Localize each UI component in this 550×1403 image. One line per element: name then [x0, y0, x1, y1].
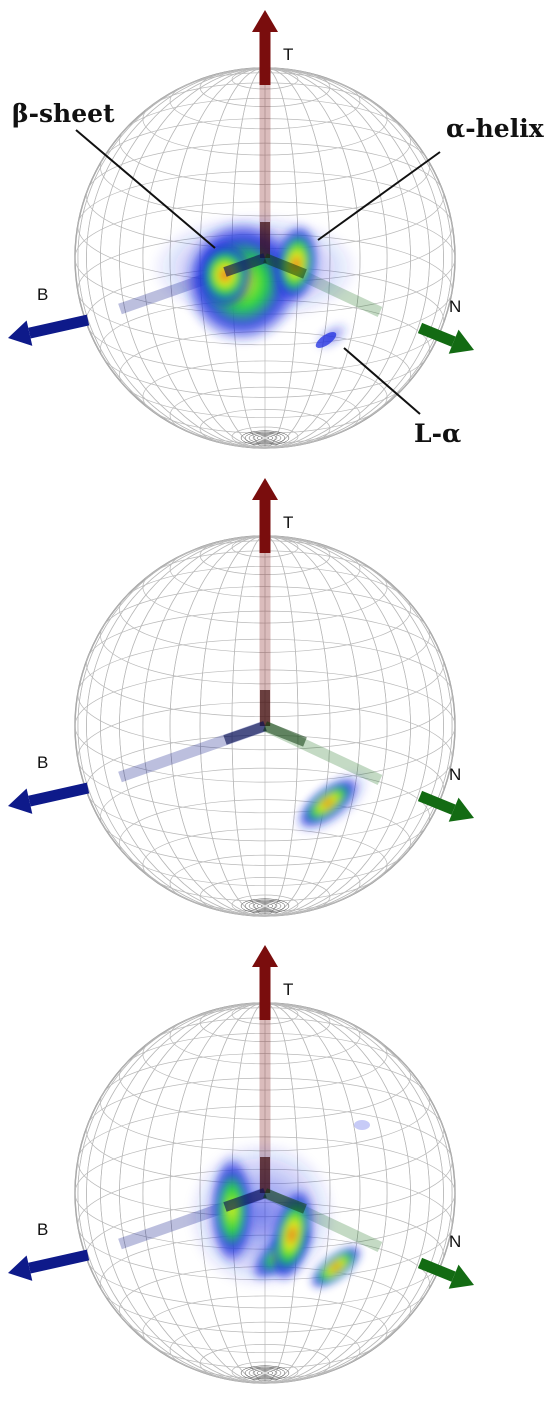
binormal-axis-label: B: [37, 285, 48, 304]
tangent-arrow: [252, 478, 278, 553]
tangent-arrow: [252, 945, 278, 1020]
normal-arrow: [417, 322, 474, 354]
alpha-helix-leader: [317, 151, 441, 241]
binormal-axis-label: B: [37, 1220, 48, 1239]
tangent-axis-label: T: [283, 980, 293, 999]
binormal-arrow: [8, 782, 90, 814]
binormal-arrow: [8, 314, 90, 346]
alpha-helix-label: α-helix: [446, 114, 545, 143]
sphere-panel-3: T B N: [0, 935, 550, 1403]
beta-sheet-density: [210, 1155, 254, 1265]
normal-axis-label: N: [449, 1232, 461, 1251]
faint-density: [354, 1120, 370, 1130]
sphere-panel-2: T B N: [0, 468, 550, 936]
beta-sheet-leader: [75, 129, 216, 249]
binormal-axis-label: B: [37, 753, 48, 772]
beta-sheet-core: [197, 241, 253, 309]
left-alpha-spot: [315, 331, 337, 349]
tangent-axis-label: T: [283, 45, 293, 64]
left-alpha-density: [309, 1244, 363, 1290]
tangent-arrow: [252, 10, 278, 85]
beta-sheet-label: β-sheet: [12, 99, 115, 128]
tangent-axis-label: T: [283, 513, 293, 532]
binormal-arrow: [8, 1249, 90, 1281]
sphere-plot: T B N: [8, 945, 474, 1384]
left-alpha-leader: [343, 347, 421, 415]
normal-axis-label: N: [449, 765, 461, 784]
alpha-helix-density: [273, 224, 319, 304]
left-alpha-label: L-α: [414, 419, 461, 448]
normal-axis-label: N: [449, 297, 461, 316]
left-alpha-density: [298, 777, 358, 829]
sphere-plot: T B N: [8, 478, 474, 917]
normal-arrow: [417, 790, 474, 822]
sphere-plot: T B Nβ-sheet α-helix L-α: [8, 10, 545, 449]
normal-arrow: [417, 1257, 474, 1289]
